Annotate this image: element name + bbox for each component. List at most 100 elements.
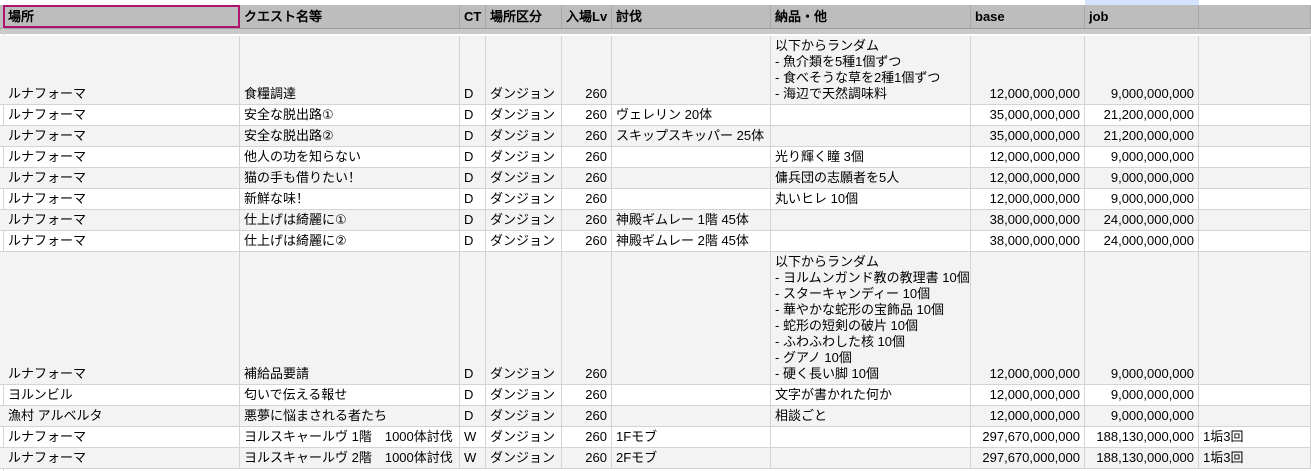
cell-area-type[interactable]: ダンジョン <box>486 210 562 230</box>
cell-area-type[interactable]: ダンジョン <box>486 406 562 426</box>
cell-quest[interactable]: 悪夢に悩まされる者たち <box>240 406 460 426</box>
cell-base[interactable]: 12,000,000,000 <box>971 406 1085 426</box>
cell-area-type[interactable]: ダンジョン <box>486 385 562 405</box>
cell-base[interactable]: 297,670,000,000 <box>971 448 1085 468</box>
cell-ct[interactable]: D <box>460 189 486 209</box>
cell-ct[interactable]: D <box>460 210 486 230</box>
cell-lv[interactable]: 260 <box>562 385 612 405</box>
cell-note[interactable] <box>1199 406 1311 426</box>
cell-hunt[interactable] <box>612 252 771 384</box>
cell-lv[interactable]: 260 <box>562 126 612 146</box>
cell-ct[interactable]: D <box>460 168 486 188</box>
cell-lv[interactable]: 260 <box>562 189 612 209</box>
cell-ct[interactable]: D <box>460 126 486 146</box>
cell-location[interactable]: ルナフォーマ <box>4 168 240 188</box>
cell-base[interactable]: 12,000,000,000 <box>971 189 1085 209</box>
cell-quest[interactable]: 安全な脱出路① <box>240 105 460 125</box>
cell-job[interactable]: 188,130,000,000 <box>1085 448 1199 468</box>
cell-base[interactable]: 12,000,000,000 <box>971 36 1085 104</box>
cell-delivery[interactable]: 光り輝く瞳 3個 <box>771 147 971 167</box>
cell-note[interactable] <box>1199 147 1311 167</box>
header-delivery[interactable]: 納品・他 <box>771 5 971 28</box>
cell-area-type[interactable]: ダンジョン <box>486 126 562 146</box>
cell-job[interactable]: 9,000,000,000 <box>1085 168 1199 188</box>
cell-ct[interactable]: D <box>460 147 486 167</box>
cell-job[interactable]: 9,000,000,000 <box>1085 385 1199 405</box>
cell-quest[interactable]: 食糧調達 <box>240 36 460 104</box>
cell-lv[interactable]: 260 <box>562 105 612 125</box>
cell-area-type[interactable]: ダンジョン <box>486 252 562 384</box>
cell-hunt[interactable] <box>612 168 771 188</box>
cell-location[interactable]: ルナフォーマ <box>4 105 240 125</box>
cell-job[interactable]: 24,000,000,000 <box>1085 210 1199 230</box>
cell-job[interactable]: 188,130,000,000 <box>1085 427 1199 447</box>
cell-delivery[interactable] <box>771 210 971 230</box>
cell-ct[interactable]: D <box>460 385 486 405</box>
cell-delivery[interactable] <box>771 231 971 251</box>
cell-quest[interactable]: 仕上げは綺麗に① <box>240 210 460 230</box>
header-note[interactable] <box>1199 5 1311 28</box>
cell-note[interactable] <box>1199 168 1311 188</box>
cell-note[interactable] <box>1199 126 1311 146</box>
cell-note[interactable] <box>1199 252 1311 384</box>
cell-location[interactable]: ヨルンビル <box>4 385 240 405</box>
cell-hunt[interactable]: 1Fモブ <box>612 427 771 447</box>
cell-note[interactable] <box>1199 231 1311 251</box>
cell-lv[interactable]: 260 <box>562 168 612 188</box>
cell-base[interactable]: 12,000,000,000 <box>971 385 1085 405</box>
cell-base[interactable]: 38,000,000,000 <box>971 231 1085 251</box>
cell-note[interactable] <box>1199 385 1311 405</box>
cell-base[interactable]: 12,000,000,000 <box>971 147 1085 167</box>
cell-area-type[interactable]: ダンジョン <box>486 448 562 468</box>
cell-lv[interactable]: 260 <box>562 147 612 167</box>
cell-base[interactable]: 12,000,000,000 <box>971 168 1085 188</box>
cell-quest[interactable]: 他人の功を知らない <box>240 147 460 167</box>
cell-area-type[interactable]: ダンジョン <box>486 427 562 447</box>
cell-job[interactable]: 24,000,000,000 <box>1085 231 1199 251</box>
cell-hunt[interactable] <box>612 406 771 426</box>
cell-area-type[interactable]: ダンジョン <box>486 105 562 125</box>
cell-delivery[interactable]: 文字が書かれた何か <box>771 385 971 405</box>
cell-job[interactable]: 21,200,000,000 <box>1085 126 1199 146</box>
cell-ct[interactable]: W <box>460 448 486 468</box>
cell-location[interactable]: ルナフォーマ <box>4 189 240 209</box>
cell-location[interactable]: ルナフォーマ <box>4 126 240 146</box>
header-area-type[interactable]: 場所区分 <box>486 5 562 28</box>
cell-hunt[interactable]: 神殿ギムレー 1階 45体 <box>612 210 771 230</box>
cell-note[interactable] <box>1199 210 1311 230</box>
cell-ct[interactable]: D <box>460 252 486 384</box>
cell-ct[interactable]: D <box>460 231 486 251</box>
cell-delivery[interactable] <box>771 126 971 146</box>
cell-lv[interactable]: 260 <box>562 427 612 447</box>
frozen-row-divider[interactable] <box>0 29 1311 34</box>
cell-job[interactable]: 21,200,000,000 <box>1085 105 1199 125</box>
cell-delivery[interactable]: 相談ごと <box>771 406 971 426</box>
cell-delivery[interactable] <box>771 105 971 125</box>
cell-lv[interactable]: 260 <box>562 210 612 230</box>
cell-area-type[interactable]: ダンジョン <box>486 147 562 167</box>
cell-quest[interactable]: 猫の手も借りたい！ <box>240 168 460 188</box>
cell-hunt[interactable]: スキップスキッパー 25体 <box>612 126 771 146</box>
cell-note[interactable] <box>1199 105 1311 125</box>
cell-note[interactable] <box>1199 36 1311 104</box>
cell-job[interactable]: 9,000,000,000 <box>1085 189 1199 209</box>
cell-hunt[interactable]: ヴェレリン 20体 <box>612 105 771 125</box>
cell-ct[interactable]: D <box>460 36 486 104</box>
cell-quest[interactable]: ヨルスキャールヴ 2階 1000体討伐 <box>240 448 460 468</box>
header-hunt[interactable]: 討伐 <box>612 5 771 28</box>
cell-quest[interactable]: ヨルスキャールヴ 1階 1000体討伐 <box>240 427 460 447</box>
cell-location[interactable]: 漁村 アルベルタ <box>4 406 240 426</box>
cell-ct[interactable]: D <box>460 105 486 125</box>
cell-quest[interactable]: 仕上げは綺麗に② <box>240 231 460 251</box>
cell-ct[interactable]: W <box>460 427 486 447</box>
cell-note[interactable] <box>1199 189 1311 209</box>
cell-quest[interactable]: 新鮮な味！ <box>240 189 460 209</box>
cell-delivery[interactable]: 傭兵団の志願者を5人 <box>771 168 971 188</box>
cell-base[interactable]: 12,000,000,000 <box>971 252 1085 384</box>
cell-quest[interactable]: 匂いで伝える報せ <box>240 385 460 405</box>
cell-note[interactable]: 1垢3回 <box>1199 448 1311 468</box>
cell-hunt[interactable] <box>612 385 771 405</box>
cell-lv[interactable]: 260 <box>562 36 612 104</box>
cell-location[interactable]: ルナフォーマ <box>4 231 240 251</box>
cell-hunt[interactable] <box>612 189 771 209</box>
